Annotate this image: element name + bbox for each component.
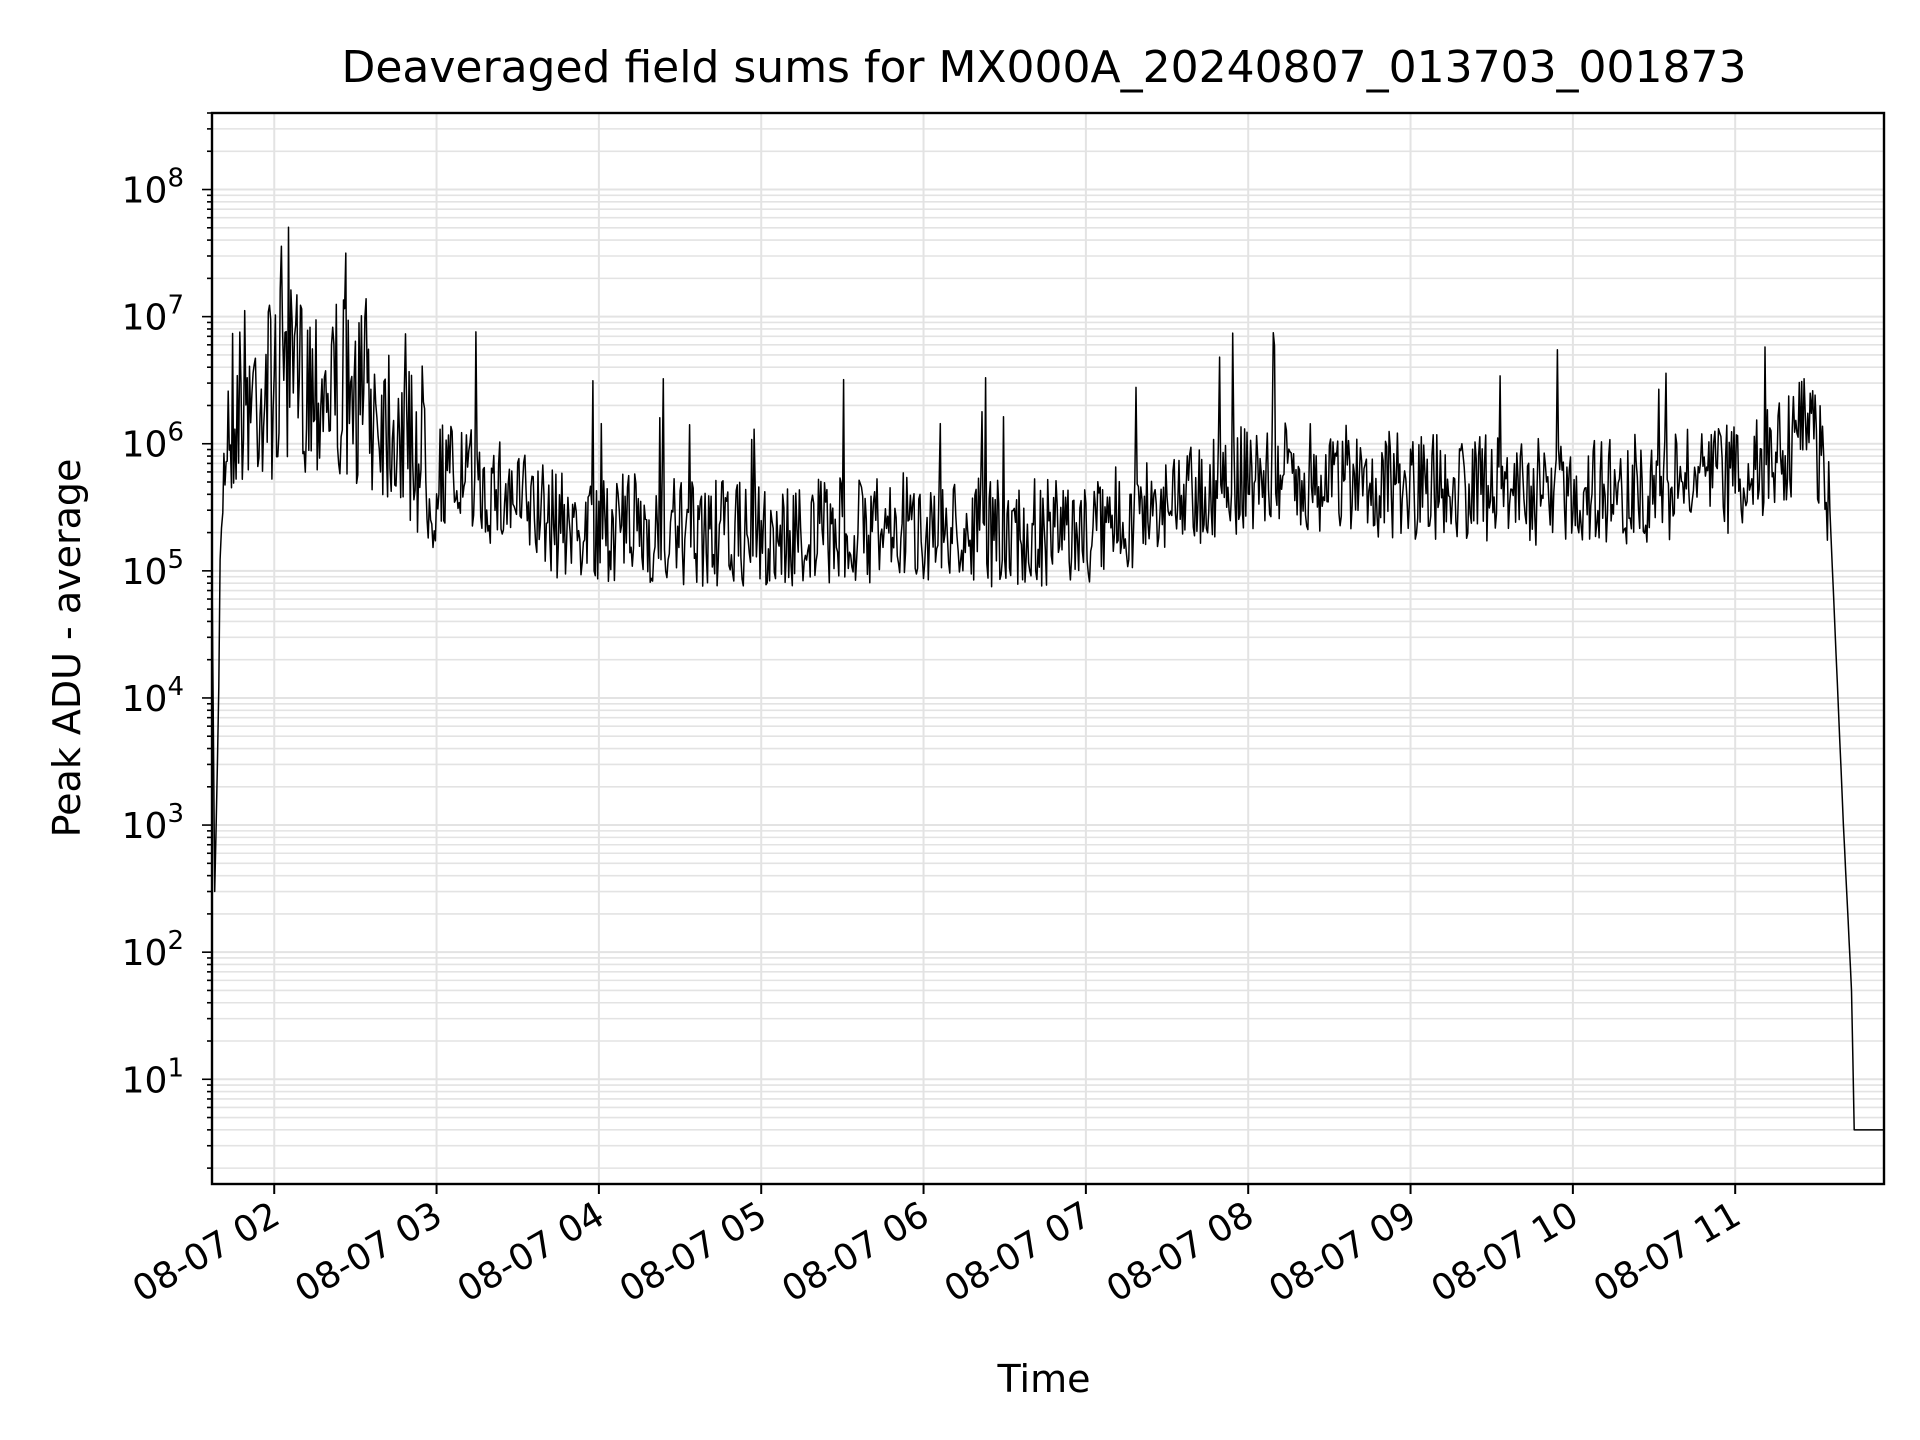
- series-line: [211, 226, 1884, 1131]
- y-tick-label: 103: [122, 799, 184, 847]
- chart-title: Deaveraged field sums for MX000A_2024080…: [341, 42, 1746, 93]
- y-tick-label: 102: [122, 926, 184, 974]
- x-axis-label: Time: [997, 1357, 1091, 1401]
- data-series: [211, 226, 1884, 1131]
- y-axis: 101 102 103 104 105 106 107 108: [122, 112, 212, 1169]
- y-tick-label: 105: [122, 545, 184, 593]
- y-tick-label: 101: [122, 1053, 184, 1101]
- plot-frame: [210, 111, 1886, 1186]
- y-axis-label: Peak ADU - average: [45, 459, 89, 838]
- y-tick-label: 106: [122, 418, 184, 466]
- y-tick-label: 104: [122, 672, 184, 720]
- y-tick-label: 107: [122, 291, 184, 339]
- y-tick-label: 108: [122, 164, 184, 212]
